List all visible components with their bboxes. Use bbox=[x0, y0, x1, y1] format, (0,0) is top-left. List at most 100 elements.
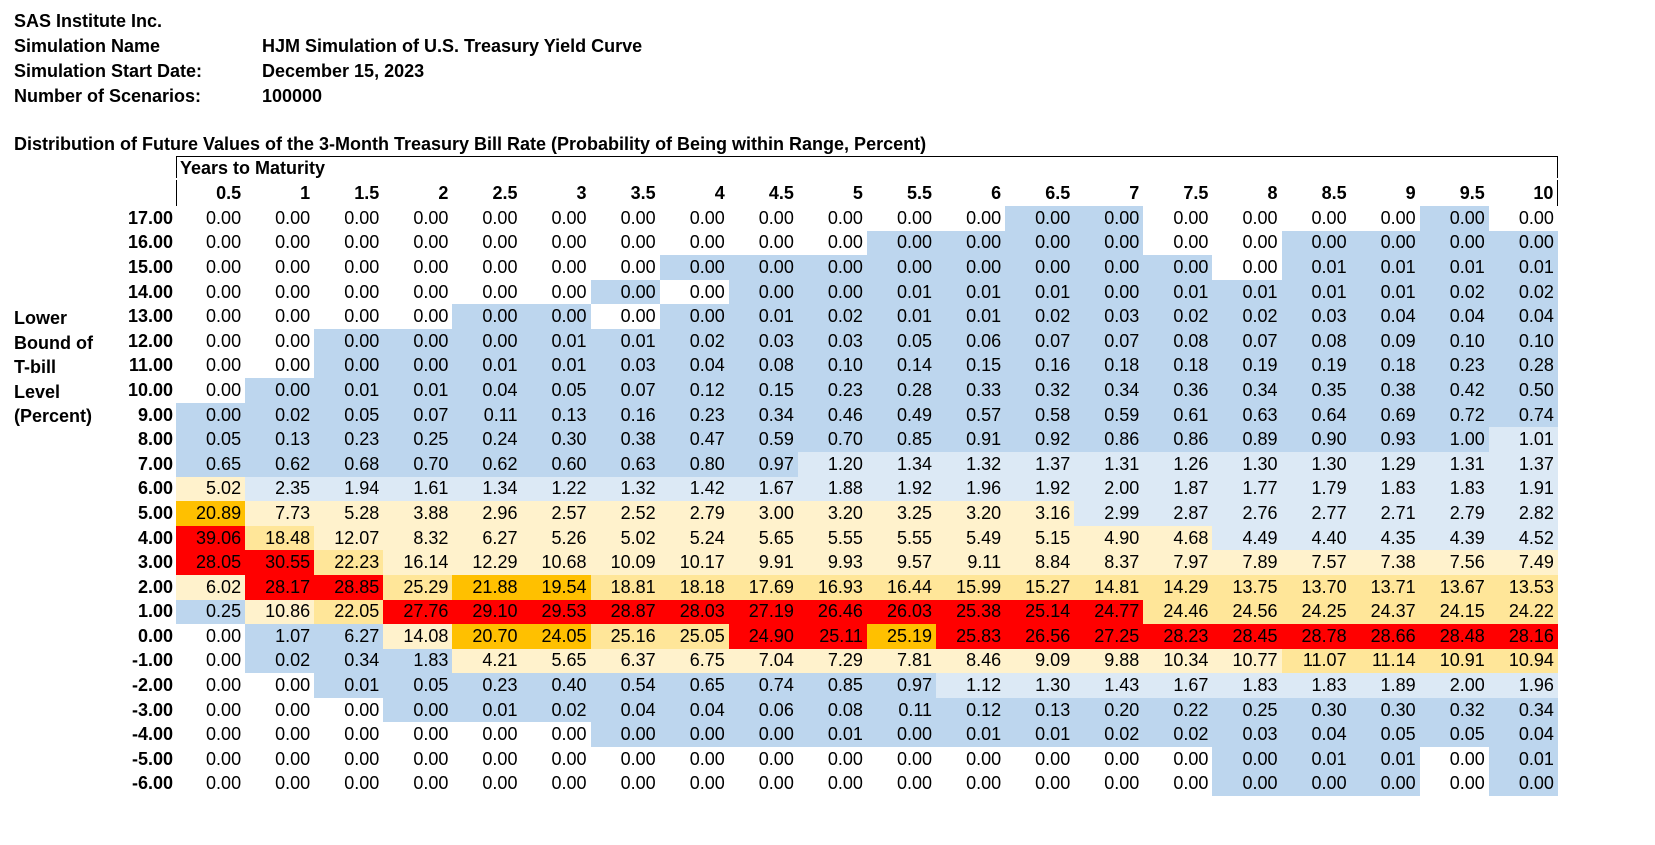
table-cell: 4.90 bbox=[1074, 525, 1144, 551]
table-cell: 0.04 bbox=[659, 697, 729, 723]
table-cell: 0.23 bbox=[797, 378, 867, 403]
table-cell: 2.35 bbox=[245, 476, 315, 502]
table-cell: 10.91 bbox=[1419, 648, 1489, 674]
table-row: -1.00 0.00 0.02 0.34 1.83 4.21 5.65 6.37 6.75 7.0… bbox=[106, 648, 1558, 674]
table-cell: 0.01 bbox=[383, 378, 453, 403]
table-cell: 7.04 bbox=[728, 648, 798, 674]
table-cell: 13.70 bbox=[1281, 574, 1351, 600]
table-cell: 0.61 bbox=[1143, 402, 1213, 428]
table-cell: 0.01 bbox=[1281, 279, 1351, 305]
table-cell: 16.93 bbox=[797, 574, 867, 600]
start-date-value: December 15, 2023 bbox=[262, 61, 425, 81]
table-cell: 0.05 bbox=[383, 673, 453, 698]
table-cell: 9.88 bbox=[1074, 648, 1144, 674]
table-cell: 0.03 bbox=[590, 353, 660, 379]
table-cell: 0.00 bbox=[383, 206, 453, 231]
table-cell: 0.00 bbox=[452, 230, 522, 256]
row-label: -3.00 bbox=[106, 697, 176, 723]
table-row: 0.00 0.00 1.07 6.27 14.08 20.70 24.05 25.16 25.0… bbox=[106, 624, 1558, 649]
table-cell: 0.00 bbox=[383, 279, 453, 305]
column-header: 1.5 bbox=[314, 180, 384, 206]
table-cell: 0.00 bbox=[1143, 230, 1213, 256]
table-cell: 1.30 bbox=[1212, 451, 1282, 477]
table-cell: 0.36 bbox=[1143, 378, 1213, 403]
table-cell: 0.00 bbox=[521, 722, 591, 748]
table-cell: 0.00 bbox=[176, 279, 246, 305]
corner-cell bbox=[106, 180, 176, 206]
row-label: 12.00 bbox=[106, 328, 176, 354]
table-cell: 0.63 bbox=[590, 451, 660, 477]
table-cell: 0.05 bbox=[1419, 722, 1489, 748]
table-cell: 0.00 bbox=[176, 624, 246, 649]
table-cell: 28.16 bbox=[1488, 624, 1558, 649]
table-cell: 0.07 bbox=[1074, 328, 1144, 354]
table-cell: 13.71 bbox=[1350, 574, 1420, 600]
simulation-name-label: Simulation Name bbox=[14, 36, 161, 56]
table-cell: 5.49 bbox=[936, 525, 1006, 551]
table-cell: 21.88 bbox=[452, 574, 522, 600]
table-cell: 7.38 bbox=[1350, 550, 1420, 575]
column-header: 6.5 bbox=[1005, 180, 1075, 206]
table-cell: 1.22 bbox=[521, 476, 591, 502]
row-label: 17.00 bbox=[106, 206, 176, 231]
table-cell: 9.11 bbox=[936, 550, 1006, 575]
row-label: 3.00 bbox=[106, 550, 176, 575]
table-cell: 0.02 bbox=[1488, 279, 1558, 305]
row-axis-label-line: Level bbox=[14, 381, 61, 402]
table-row: 14.00 0.00 0.00 0.00 0.00 0.00 0.00 0.00 0.00 0.0… bbox=[106, 279, 1558, 305]
table-row: 6.00 5.02 2.35 1.94 1.61 1.34 1.22 1.32 1.42 1.67… bbox=[106, 476, 1558, 502]
table-cell: 0.23 bbox=[452, 673, 522, 698]
table-cell: 0.00 bbox=[383, 255, 453, 280]
row-label: 5.00 bbox=[106, 501, 176, 526]
table-cell: 0.00 bbox=[176, 648, 246, 674]
table-cell: 1.07 bbox=[245, 624, 315, 649]
table-cell: 0.00 bbox=[659, 206, 729, 231]
table-cell: 0.00 bbox=[590, 304, 660, 329]
table-cell: 0.02 bbox=[659, 328, 729, 354]
column-header: 4.5 bbox=[728, 180, 798, 206]
table-cell: 0.00 bbox=[245, 230, 315, 256]
table-cell: 10.68 bbox=[521, 550, 591, 575]
table-cell: 5.28 bbox=[314, 501, 384, 526]
table-cell: 2.79 bbox=[1419, 501, 1489, 526]
probability-table: 0.5 1 1.5 2 2.5 3 3.5 4 4.5 5 5.5 6 6.5 7 7.5 8 8.5 9 9.5 1… bbox=[106, 180, 1559, 797]
table-cell: 10.34 bbox=[1143, 648, 1213, 674]
table-cell: 0.01 bbox=[452, 353, 522, 379]
table-cell: 0.34 bbox=[728, 402, 798, 428]
table-cell: 1.87 bbox=[1143, 476, 1213, 502]
table-cell: 0.02 bbox=[245, 402, 315, 428]
table-cell: 0.00 bbox=[1281, 230, 1351, 256]
table-cell: 0.11 bbox=[452, 402, 522, 428]
table-cell: 0.00 bbox=[1074, 279, 1144, 305]
table-cell: 7.57 bbox=[1281, 550, 1351, 575]
table-cell: 25.19 bbox=[866, 624, 937, 649]
simulation-name-value: HJM Simulation of U.S. Treasury Yield Cu… bbox=[262, 36, 643, 56]
table-cell: 0.00 bbox=[314, 771, 384, 797]
table-cell: 0.30 bbox=[1281, 697, 1351, 723]
table-cell: 0.00 bbox=[1005, 230, 1075, 256]
table-cell: 0.00 bbox=[245, 697, 315, 723]
table-cell: 7.49 bbox=[1488, 550, 1558, 575]
table-cell: 0.25 bbox=[383, 427, 453, 452]
table-cell: 0.01 bbox=[590, 328, 660, 354]
column-header: 6 bbox=[936, 180, 1006, 206]
column-header-row: 0.5 1 1.5 2 2.5 3 3.5 4 4.5 5 5.5 6 6.5 7 7.5 8 8.5 9 9.5 1… bbox=[106, 180, 1559, 206]
table-cell: 39.06 bbox=[176, 525, 246, 551]
table-cell: 0.04 bbox=[1419, 304, 1489, 329]
table-cell: 1.26 bbox=[1143, 451, 1213, 477]
table-cell: 0.00 bbox=[1074, 255, 1144, 280]
table-cell: 0.42 bbox=[1419, 378, 1489, 403]
table-cell: 0.01 bbox=[936, 304, 1006, 329]
table-cell: 0.74 bbox=[1488, 402, 1558, 428]
table-cell: 0.34 bbox=[1212, 378, 1282, 403]
table-cell: 0.58 bbox=[1005, 402, 1075, 428]
table-cell: 0.30 bbox=[1350, 697, 1420, 723]
row-axis-label: Lower Bound of T-bill Level (Percent) bbox=[14, 306, 93, 429]
table-cell: 0.34 bbox=[1488, 697, 1558, 723]
table-cell: 24.15 bbox=[1419, 599, 1489, 625]
row-label: 6.00 bbox=[106, 476, 176, 502]
table-cell: 0.00 bbox=[176, 673, 246, 698]
column-header: 5 bbox=[797, 180, 867, 206]
table-cell: 0.00 bbox=[521, 279, 591, 305]
table-cell: 1.32 bbox=[936, 451, 1006, 477]
